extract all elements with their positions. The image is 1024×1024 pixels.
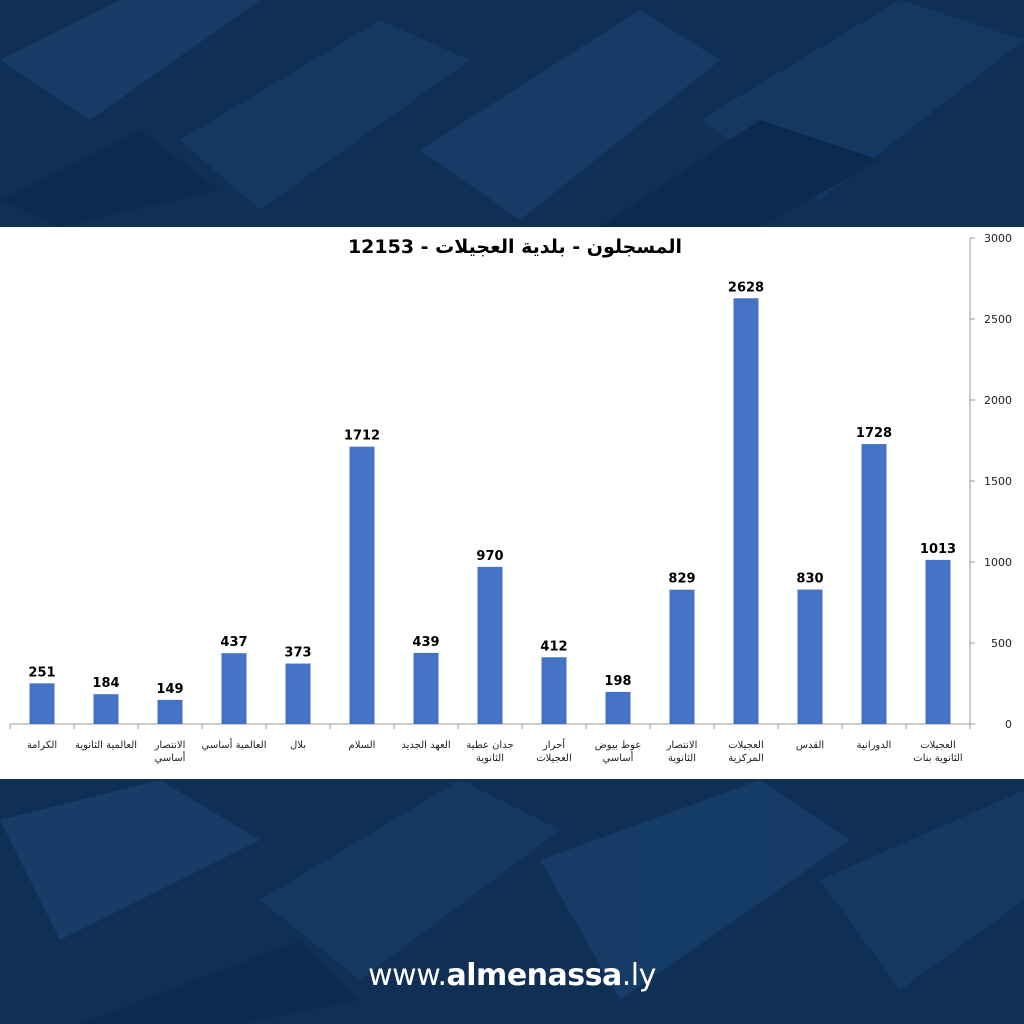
category-label: أحرار العجيلات bbox=[536, 738, 572, 764]
category-label: الكرامة bbox=[27, 740, 57, 751]
value-label: 830 bbox=[796, 572, 823, 587]
y-tick-label: 0 bbox=[1005, 718, 1012, 731]
category-label: العالمية أساسي bbox=[202, 738, 267, 751]
bar bbox=[349, 446, 375, 724]
bar bbox=[669, 589, 695, 724]
value-label: 373 bbox=[284, 646, 311, 661]
value-label: 1013 bbox=[920, 542, 956, 557]
category-label: العجيلات الثانوية بنات bbox=[913, 740, 962, 764]
y-tick-label: 2500 bbox=[984, 313, 1012, 326]
bar bbox=[861, 444, 887, 724]
value-label: 184 bbox=[92, 676, 119, 691]
bar bbox=[733, 298, 759, 724]
site-prefix: www. bbox=[368, 958, 447, 993]
value-label: 149 bbox=[156, 682, 183, 697]
bar bbox=[541, 657, 567, 724]
y-tick-label: 1500 bbox=[984, 475, 1012, 488]
value-label: 2628 bbox=[728, 280, 764, 295]
category-label: الدورانية bbox=[857, 740, 892, 751]
category-label: العجيلات المركزية bbox=[728, 740, 764, 764]
chart-title: المسجلون - بلدية العجيلات - 12153 bbox=[348, 236, 682, 258]
bar bbox=[925, 559, 951, 724]
chart-panel: المسجلون - بلدية العجيلات - 12153 0 500 10… bbox=[0, 227, 1024, 779]
category-label: العهد الجديد bbox=[401, 740, 450, 751]
category-label: السلام bbox=[349, 740, 376, 751]
value-label: 439 bbox=[412, 635, 439, 650]
bar bbox=[93, 694, 119, 724]
value-label: 829 bbox=[668, 572, 695, 587]
category-label: بلال bbox=[290, 740, 306, 751]
bars: 251 الكرامة 184 العالمية الثانوية 149 الانتصا… bbox=[27, 280, 963, 764]
value-label: 412 bbox=[540, 639, 567, 654]
value-label: 437 bbox=[220, 635, 247, 650]
bar bbox=[413, 652, 439, 724]
category-label: الانتصار الثانوية bbox=[666, 740, 698, 764]
bar bbox=[221, 653, 247, 724]
y-tick-label: 2000 bbox=[984, 394, 1012, 407]
y-tick-label: 500 bbox=[991, 637, 1012, 650]
category-label: الانتصار أساسي bbox=[154, 740, 186, 764]
category-label: العالمية الثانوية bbox=[75, 740, 137, 751]
value-label: 1712 bbox=[344, 429, 380, 444]
value-label: 1728 bbox=[856, 426, 892, 441]
bar bbox=[605, 691, 631, 724]
y-tick-label: 3000 bbox=[984, 232, 1012, 245]
bar bbox=[797, 589, 823, 724]
bar-chart: المسجلون - بلدية العجيلات - 12153 0 500 10… bbox=[9, 232, 1012, 764]
category-label: جدان عطية الثانوية bbox=[466, 740, 513, 764]
site-suffix: .ly bbox=[621, 958, 657, 993]
bar bbox=[157, 699, 183, 724]
category-label: عوط بيوض أساسي bbox=[595, 740, 642, 764]
value-label: 970 bbox=[476, 549, 503, 564]
site-brand: almenassa bbox=[446, 958, 623, 993]
bar bbox=[29, 683, 55, 724]
bar bbox=[285, 663, 311, 724]
site-url[interactable]: www.almenassa.ly bbox=[0, 958, 1024, 993]
value-label: 251 bbox=[28, 665, 55, 680]
category-label: القدس bbox=[796, 740, 824, 751]
y-tick-label: 1000 bbox=[984, 556, 1012, 569]
bar bbox=[477, 566, 503, 724]
value-label: 198 bbox=[604, 674, 631, 689]
